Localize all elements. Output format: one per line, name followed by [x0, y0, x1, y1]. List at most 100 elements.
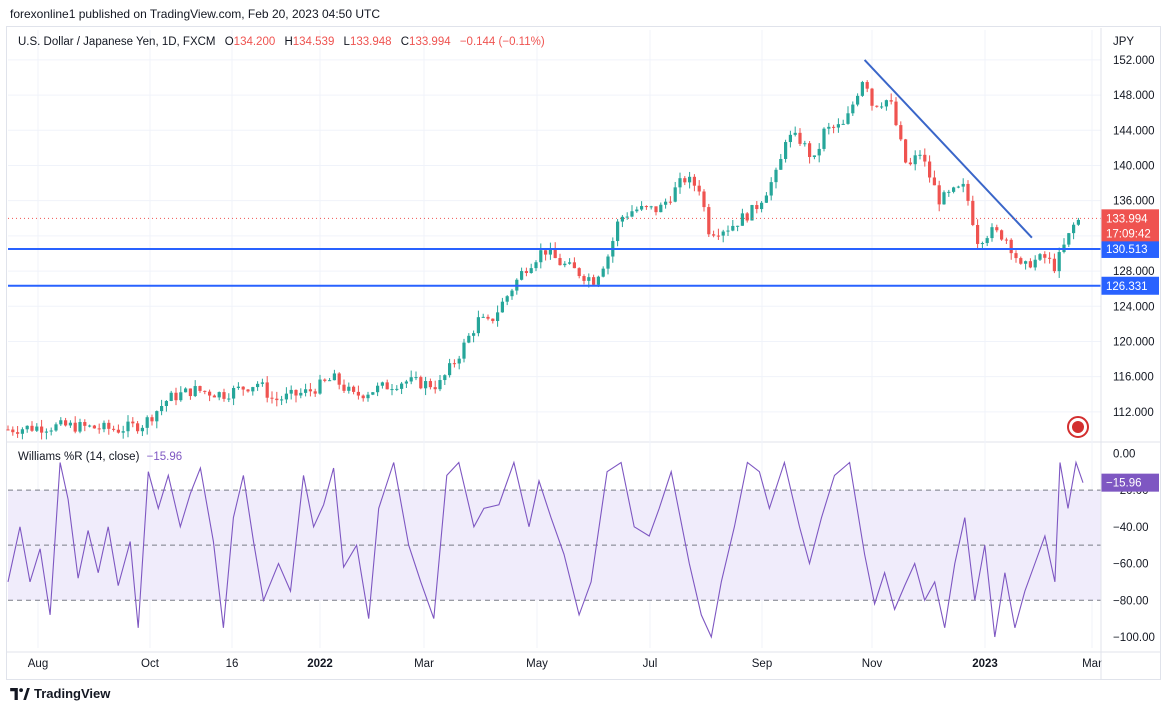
high-value: 134.539: [292, 36, 335, 48]
candle-down: [966, 183, 970, 201]
candle-up: [20, 429, 24, 434]
candle-down: [30, 425, 34, 431]
candle-up: [390, 389, 394, 391]
candle-down: [112, 428, 116, 430]
candle-down: [107, 422, 111, 429]
candle-up: [961, 183, 965, 187]
time-tick-label: Aug: [28, 658, 48, 670]
candle-up: [548, 248, 552, 255]
candle-down: [1028, 261, 1032, 268]
candle-up: [284, 393, 288, 400]
currency-label: JPY: [1113, 36, 1135, 48]
price-tick-label: 136.000: [1113, 196, 1155, 208]
candle-up: [59, 420, 63, 425]
wr-tick-label: −60.00: [1113, 559, 1149, 571]
candle-up: [721, 231, 725, 236]
candle-up: [760, 202, 764, 210]
open-label: O: [224, 36, 234, 48]
candle-up: [438, 380, 442, 390]
candle-up: [472, 333, 476, 336]
time-tick-label: 2022: [307, 658, 333, 670]
candle-up: [160, 406, 164, 412]
candle-down: [337, 373, 341, 385]
candle-up: [289, 389, 293, 394]
price-tick-label: 148.000: [1113, 90, 1155, 102]
candle-up: [414, 377, 418, 379]
candle-up: [860, 82, 864, 96]
candle-down: [937, 185, 941, 205]
candle-up: [448, 363, 452, 376]
candle-down: [174, 392, 178, 401]
candle-down: [923, 154, 927, 162]
candle-up: [779, 158, 783, 170]
candle-down: [116, 429, 120, 433]
close-value: 133.994: [409, 36, 451, 48]
candle-up: [443, 375, 447, 381]
candle-up: [44, 431, 48, 433]
candle-up: [155, 411, 159, 422]
candle-up: [563, 263, 567, 266]
price-tick-label: 124.000: [1113, 301, 1155, 313]
candle-up: [980, 243, 984, 245]
candle-down: [899, 125, 903, 140]
candle-up: [217, 392, 221, 398]
level-price-tag: [1101, 239, 1159, 258]
candle-down: [16, 432, 20, 434]
candle-down: [745, 213, 749, 221]
candle-down: [222, 392, 226, 399]
candle-down: [995, 227, 999, 231]
candle-down: [361, 395, 365, 399]
candle-down: [908, 162, 912, 165]
candle-down: [1048, 257, 1052, 259]
candle-up: [659, 204, 663, 213]
candle-up: [1033, 259, 1037, 268]
candle-down: [1019, 258, 1023, 264]
candle-up: [179, 392, 183, 401]
candle-up: [140, 427, 144, 432]
candle-up: [793, 132, 797, 135]
candle-down: [433, 387, 437, 390]
candle-up: [947, 191, 951, 193]
candle-down: [692, 176, 696, 186]
candle-down: [452, 363, 456, 365]
candle-down: [683, 178, 687, 183]
candle-up: [299, 392, 303, 396]
candle-up: [1024, 261, 1028, 264]
candle-down: [73, 422, 77, 432]
candle-up: [803, 143, 807, 145]
candle-up: [1067, 233, 1071, 245]
candle-up: [328, 380, 332, 382]
candle-down: [428, 381, 432, 388]
candle-up: [774, 169, 778, 183]
indicator-value: −15.96: [146, 451, 183, 463]
candle-down: [1043, 254, 1047, 258]
candle-up: [1072, 224, 1076, 234]
candle-up: [68, 422, 72, 426]
candle-down: [212, 395, 216, 398]
candle-down: [702, 191, 706, 208]
candle-up: [664, 201, 668, 205]
candle-up: [409, 377, 413, 382]
candle-down: [131, 421, 135, 424]
tradingview-brand: TradingView: [34, 686, 111, 701]
level-price-label: 130.513: [1106, 244, 1148, 256]
williams-r-line: [7, 460, 1084, 639]
candle-up: [673, 187, 677, 202]
candle-up: [688, 176, 692, 183]
candle-down: [486, 316, 490, 319]
candle-down: [97, 428, 101, 430]
wr-tick-label: 0.00: [1113, 448, 1135, 460]
candle-down: [697, 185, 701, 192]
candle-up: [227, 398, 231, 400]
symbol-legend: U.S. Dollar / Japanese Yen, 1D, FXCM O13…: [18, 36, 545, 48]
candle-up: [481, 316, 485, 318]
candle-up: [616, 221, 620, 242]
jpy-flag-icon: [1072, 421, 1084, 433]
candle-up: [952, 187, 956, 192]
candle-up: [467, 335, 471, 343]
candle-down: [246, 389, 250, 392]
candle-up: [126, 421, 130, 432]
level-price-tag: [1101, 276, 1159, 295]
indicator-title: Williams %R (14, close): [18, 451, 140, 463]
